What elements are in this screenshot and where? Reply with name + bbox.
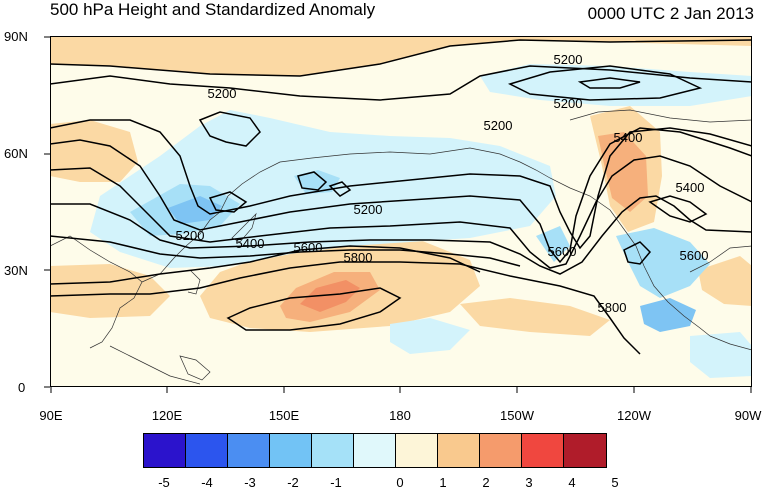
contour-label: 5200 [554, 96, 583, 111]
colorbar-label: 3 [525, 475, 533, 490]
contour-label: 5200 [354, 202, 383, 217]
colorbar-label: 0 [396, 475, 404, 490]
lon-label-120w: 120W [617, 408, 651, 423]
contour-label: 5600 [294, 240, 323, 255]
anomaly-negative-southwest-us [616, 228, 710, 298]
colorbar-label: 5 [611, 475, 619, 490]
colorbar-label: -2 [287, 475, 299, 490]
map-title: 500 hPa Height and Standardized Anomaly [50, 0, 376, 19]
colorbar-box [396, 434, 438, 467]
colorbar-box [354, 434, 396, 467]
anomaly-positive-arctic [50, 36, 752, 76]
contour-label: 5200 [208, 86, 237, 101]
colorbar [143, 433, 607, 468]
lon-label-120e: 120E [151, 408, 183, 423]
colorbar-box [312, 434, 354, 467]
lat-label-30n: 30N [4, 263, 28, 278]
colorbar-box [438, 434, 480, 467]
anomaly-negative-tropical-pacific [390, 318, 470, 354]
colorbar-box [144, 434, 186, 467]
lon-label-180: 180 [389, 408, 411, 423]
contour-label: 5200 [554, 52, 583, 67]
contour-label: 5400 [614, 130, 643, 145]
anomaly-positive-gulf [698, 256, 752, 306]
anomaly-negative-core [168, 196, 222, 224]
anomaly-negative-caribbean [690, 332, 752, 378]
colorbar-label: -3 [244, 475, 256, 490]
colorbar-box [228, 434, 270, 467]
anomaly-positive-na-core [598, 132, 648, 212]
contour-label: 5800 [598, 300, 627, 315]
colorbar-box [186, 434, 228, 467]
lon-label-90e: 90E [39, 408, 63, 423]
colorbar-box [270, 434, 312, 467]
colorbar-label: -1 [330, 475, 342, 490]
lat-label-60n: 60N [4, 146, 28, 161]
contour-labels: 5200 5200 5200 5200 5200 5200 5400 5400 … [176, 52, 709, 315]
contour-label: 5600 [548, 244, 577, 259]
colorbar-box [522, 434, 564, 467]
colorbar-box [480, 434, 522, 467]
anomaly-map: 5200 5200 5200 5200 5200 5200 5400 5400 … [50, 36, 752, 387]
anomaly-positive-east-pacific [460, 298, 610, 336]
lon-label-150e: 150E [268, 408, 300, 423]
colorbar-label: -4 [201, 475, 213, 490]
lon-label-90w: 90W [734, 408, 762, 423]
colorbar-label: -5 [158, 475, 170, 490]
contour-label: 5800 [344, 250, 373, 265]
lon-label-150w: 150W [500, 408, 534, 423]
height-contours [50, 39, 752, 355]
colorbar-label: 1 [439, 475, 447, 490]
map-panel: 5200 5200 5200 5200 5200 5200 5400 5400 … [50, 36, 752, 387]
map-timestamp: 0000 UTC 2 Jan 2013 [587, 4, 754, 23]
contour-label: 5200 [484, 118, 513, 133]
colorbar-label: 2 [482, 475, 490, 490]
contour-label: 5600 [680, 248, 709, 263]
anomaly-negative-mexico [640, 298, 696, 332]
lat-label-90n: 90N [4, 29, 28, 44]
anomaly-positive-core [300, 280, 360, 312]
contour-label: 5400 [236, 236, 265, 251]
lat-label-0: 0 [18, 380, 26, 395]
anomaly-positive-west-eurasia [50, 120, 138, 182]
contour-label: 5200 [176, 228, 205, 243]
coastlines [50, 109, 752, 385]
contour-label: 5400 [676, 180, 705, 195]
colorbar-label: 4 [568, 475, 576, 490]
map-border [50, 36, 752, 387]
colorbar-box [564, 434, 606, 467]
